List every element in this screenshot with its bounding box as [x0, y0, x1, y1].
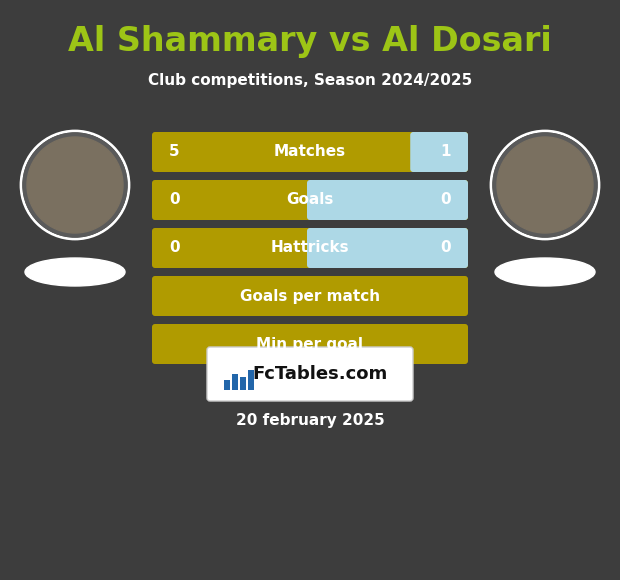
- Text: Goals per match: Goals per match: [240, 288, 380, 303]
- Circle shape: [497, 137, 593, 233]
- FancyBboxPatch shape: [207, 347, 413, 401]
- FancyBboxPatch shape: [307, 180, 468, 220]
- FancyBboxPatch shape: [152, 132, 468, 172]
- FancyBboxPatch shape: [152, 324, 468, 364]
- Bar: [240, 377, 246, 390]
- Text: 0: 0: [169, 241, 180, 256]
- Bar: [224, 380, 230, 390]
- Text: Goals: Goals: [286, 193, 334, 208]
- FancyBboxPatch shape: [307, 228, 468, 268]
- Text: Matches: Matches: [274, 144, 346, 160]
- Circle shape: [23, 133, 127, 237]
- Text: 5: 5: [169, 144, 180, 160]
- Circle shape: [27, 137, 123, 233]
- FancyBboxPatch shape: [152, 180, 468, 220]
- Text: Min per goal: Min per goal: [257, 336, 363, 351]
- Text: 1: 1: [440, 144, 451, 160]
- Circle shape: [493, 133, 597, 237]
- Text: 0: 0: [440, 241, 451, 256]
- Text: 0: 0: [440, 193, 451, 208]
- FancyBboxPatch shape: [152, 276, 468, 316]
- Bar: [248, 370, 254, 390]
- Text: 20 february 2025: 20 february 2025: [236, 412, 384, 427]
- Bar: [232, 374, 238, 390]
- Text: Al Shammary vs Al Dosari: Al Shammary vs Al Dosari: [68, 26, 552, 59]
- FancyBboxPatch shape: [152, 228, 468, 268]
- Text: 0: 0: [169, 193, 180, 208]
- Text: Club competitions, Season 2024/2025: Club competitions, Season 2024/2025: [148, 72, 472, 88]
- FancyBboxPatch shape: [410, 132, 468, 172]
- Text: FcTables.com: FcTables.com: [252, 365, 388, 383]
- Ellipse shape: [25, 258, 125, 286]
- Text: Hattricks: Hattricks: [271, 241, 349, 256]
- Ellipse shape: [495, 258, 595, 286]
